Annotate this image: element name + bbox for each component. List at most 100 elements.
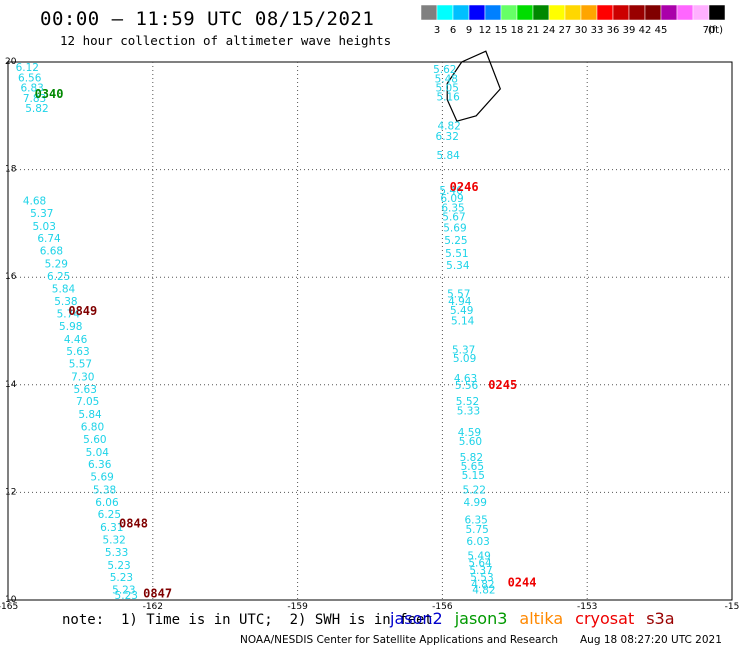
color-scale-label: 15	[495, 25, 508, 35]
wave-height-label: 5.09	[453, 353, 476, 365]
wave-height-label: 5.49	[450, 305, 473, 317]
color-swatch	[708, 5, 726, 21]
color-scale-label: 30	[575, 25, 588, 35]
wave-height-label: 6.68	[40, 246, 63, 258]
wave-height-label: 5.33	[457, 405, 480, 417]
wave-height-label: 7.05	[76, 396, 99, 408]
wave-height-label: 5.49	[467, 551, 490, 563]
wave-height-label: 5.65	[461, 461, 484, 473]
pass-time-label: 0246	[450, 180, 479, 194]
color-scale-label: 21	[527, 25, 540, 35]
wave-height-label: 6.25	[47, 271, 70, 283]
wave-height-label: 6.35	[441, 203, 464, 215]
wave-height-label: 5.63	[74, 384, 97, 396]
color-scale-label: 12	[479, 25, 492, 35]
legend-item-altika: altika	[519, 609, 564, 628]
wave-height-label: 5.23	[110, 572, 133, 584]
wave-height-label: 6.56	[18, 72, 42, 84]
wave-height-label: 5.82	[460, 452, 483, 464]
wave-height-label: 5.60	[459, 436, 482, 448]
wave-height-label: 6.83	[20, 83, 43, 95]
color-scale-label: 36	[607, 25, 620, 35]
wave-height-label: 6.06	[95, 497, 119, 509]
wave-height-label: 6.03	[466, 536, 489, 548]
wave-height-label: 5.23	[115, 590, 138, 602]
x-tick-label: -159	[287, 602, 308, 610]
wave-height-label: 5.38	[54, 296, 77, 308]
wave-height-label: 6.74	[37, 233, 61, 245]
x-tick-label: -156	[432, 602, 453, 610]
wave-height-label: 5.69	[90, 472, 113, 484]
pass-time-label: 0245	[488, 378, 517, 392]
wave-height-label: 5.98	[59, 321, 82, 333]
wave-height-label: 4.46	[64, 334, 88, 346]
color-scale-label: 9	[466, 25, 472, 35]
wave-height-label: 5.82	[25, 103, 48, 115]
y-tick-label: 12	[5, 487, 16, 497]
legend-item-s3a: s3a	[646, 609, 675, 628]
legend-item-jason2: jason2	[390, 609, 443, 628]
color-scale-label: 33	[591, 25, 604, 35]
wave-height-label: 6.36	[88, 459, 112, 471]
wave-height-label: 5.69	[443, 222, 466, 234]
x-tick-label: -162	[143, 602, 163, 610]
wave-height-label: 5.23	[112, 585, 135, 597]
wave-height-label: 4.59	[458, 427, 481, 439]
wave-height-label: 7.30	[71, 371, 94, 383]
wave-height-label: 4.68	[23, 196, 46, 208]
wave-height-label: 4.82	[471, 579, 494, 591]
island-coastline	[446, 50, 502, 122]
pass-time-label: 0340	[35, 87, 64, 101]
wave-height-label: 5.84	[436, 150, 460, 162]
pass-time-label: 0848	[119, 516, 148, 530]
wave-height-label: 5.25	[444, 235, 467, 247]
color-scale-label: 3	[434, 25, 440, 35]
color-scale-label: 18	[511, 25, 524, 35]
color-scale-label: 70	[703, 25, 716, 35]
chart-title: 00:00 – 11:59 UTC 08/15/2021	[40, 8, 375, 30]
satellite-legend: jason2 jason3 altika cryosat s3a	[390, 609, 687, 628]
wave-height-label: 7.83	[23, 93, 46, 105]
color-scale-bar: 3 6 9 12 15 18 21 24 27 30 33 36 39 42 45 70(ft)	[421, 5, 726, 35]
wave-height-label: 5.15	[462, 470, 485, 482]
wave-height-map: -165-162-159-156-153-151012141618206.126…	[0, 50, 740, 610]
pass-time-label: 0849	[68, 304, 97, 318]
wave-height-label: 5.46	[439, 185, 463, 197]
pass-time-label: 0847	[143, 586, 172, 600]
wave-height-label: 6.80	[81, 422, 104, 434]
wave-height-label: 5.51	[445, 248, 468, 260]
legend-item-jason3: jason3	[454, 609, 508, 628]
y-tick-label: 16	[5, 272, 17, 282]
color-scale-label: 39	[623, 25, 636, 35]
generated-timestamp: Aug 18 08:27:20 UTC 2021	[580, 634, 722, 646]
wave-height-label: 6.25	[98, 509, 121, 521]
wave-height-label: 5.23	[107, 560, 130, 572]
color-scale-label: 45	[655, 25, 668, 35]
color-scale-label: 6	[450, 25, 456, 35]
wave-height-label: 5.75	[465, 524, 488, 536]
wave-height-label: 5.74	[57, 309, 81, 321]
wave-height-label: 5.37	[452, 345, 475, 357]
wave-height-label: 5.05	[436, 83, 459, 95]
wave-height-label: 5.84	[78, 409, 102, 421]
wave-height-label: 5.03	[33, 221, 56, 233]
wave-height-label: 5.53	[470, 572, 493, 584]
y-tick-label: 18	[5, 165, 17, 175]
wave-height-label: 5.29	[45, 259, 68, 271]
y-tick-label: 20	[5, 57, 17, 67]
x-tick-label: -165	[0, 602, 18, 610]
wave-height-label: 6.09	[440, 193, 463, 205]
wave-height-label: 6.12	[16, 62, 39, 74]
wave-height-label: 5.48	[435, 73, 458, 85]
wave-height-label: 5.62	[433, 64, 456, 76]
wave-height-label: 5.37	[469, 565, 492, 577]
wave-height-label: 5.38	[93, 484, 116, 496]
pass-time-label: 0244	[508, 576, 537, 590]
wave-height-label: 5.57	[447, 289, 470, 301]
wave-height-label: 5.84	[52, 283, 76, 295]
color-scale-unit: (ft)	[708, 25, 723, 35]
x-tick-label: -15	[725, 602, 740, 610]
wave-height-label: 4.99	[464, 497, 487, 509]
color-scale-label: 42	[639, 25, 652, 35]
y-tick-label: 14	[5, 380, 17, 390]
